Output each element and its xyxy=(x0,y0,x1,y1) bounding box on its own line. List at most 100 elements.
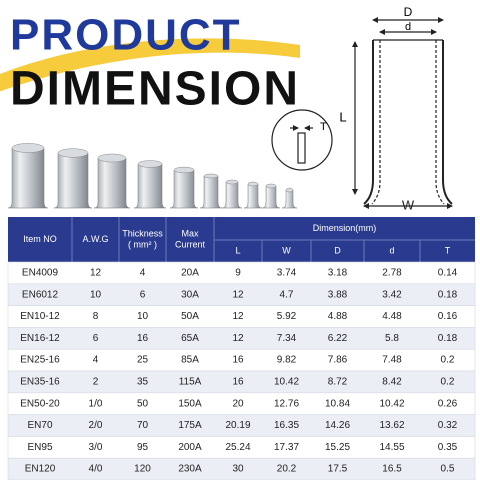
cell: 12 xyxy=(232,333,244,344)
cell: 5.8 xyxy=(385,333,399,344)
cell: EN95 xyxy=(27,442,52,453)
cell: EN120 xyxy=(25,464,56,475)
cell: 16 xyxy=(137,333,149,344)
cell: 13.62 xyxy=(379,420,404,431)
title-product: PRODUCT xyxy=(10,11,242,60)
sub-header: D xyxy=(334,245,341,255)
cell: 20 xyxy=(232,398,244,409)
cell: 4 xyxy=(93,355,99,366)
ferrule xyxy=(7,147,49,209)
cell: 65A xyxy=(181,333,199,344)
cell: 9 xyxy=(235,268,241,279)
cell: 35 xyxy=(137,377,149,388)
cell: 95 xyxy=(137,442,149,453)
cell: 3/0 xyxy=(89,442,103,453)
cell: 12 xyxy=(90,268,102,279)
ferrule xyxy=(243,183,263,209)
cell: 0.16 xyxy=(438,311,458,322)
ferrule-top xyxy=(97,153,127,163)
cell: 0.18 xyxy=(438,289,458,300)
cell: EN10-12 xyxy=(20,311,60,322)
cell: 8 xyxy=(93,311,99,322)
ferrule xyxy=(169,169,199,209)
ferrule-top xyxy=(57,148,89,158)
cell: 12.76 xyxy=(274,398,299,409)
cell: 150A xyxy=(178,398,202,409)
cell: 16 xyxy=(232,355,244,366)
column-header: Max xyxy=(181,228,199,238)
cell: EN35-16 xyxy=(20,377,60,388)
row-bg xyxy=(7,457,476,480)
cell: 6 xyxy=(140,289,146,300)
ferrule-top xyxy=(203,173,219,179)
cell: 4/0 xyxy=(89,464,103,475)
row-bg xyxy=(7,261,476,285)
cell: 16.5 xyxy=(382,464,402,475)
ferrule-top xyxy=(137,160,163,168)
cell: 12 xyxy=(232,311,244,322)
cell: 10 xyxy=(90,289,102,300)
cell: 15.25 xyxy=(325,442,350,453)
cell: 120 xyxy=(134,464,151,475)
cell: 20.19 xyxy=(225,420,250,431)
cell: 1/0 xyxy=(89,398,103,409)
cell: 17.37 xyxy=(274,442,299,453)
column-header: A.W.G xyxy=(82,234,108,244)
cell: 0.26 xyxy=(438,398,458,409)
cell: 115A xyxy=(179,377,202,388)
cell: 4.88 xyxy=(328,311,348,322)
ferrule xyxy=(53,152,93,209)
ferrule xyxy=(221,181,243,209)
ferrule xyxy=(93,157,131,209)
cell: EN50-20 xyxy=(20,398,60,409)
label-d-outer: D xyxy=(404,5,413,19)
ferrule-top xyxy=(11,143,45,153)
cell: 4 xyxy=(140,268,146,279)
sub-header: T xyxy=(445,245,451,255)
cell: 20A xyxy=(181,268,199,279)
cell: 175A xyxy=(178,420,202,431)
cell: 12 xyxy=(232,289,244,300)
group-header: Dimension(mm) xyxy=(313,223,377,233)
cell: 4.7 xyxy=(280,289,294,300)
sub-header: L xyxy=(235,245,240,255)
ferrule xyxy=(261,185,281,209)
column-header: Item NO xyxy=(23,234,57,244)
cell: 230A xyxy=(178,464,202,475)
cell: 8.42 xyxy=(382,377,402,388)
column-header: Current xyxy=(175,239,206,249)
cell: 30A xyxy=(181,289,199,300)
cell: 70 xyxy=(137,420,149,431)
ferrule-top xyxy=(285,187,294,193)
cell: 6.22 xyxy=(328,333,348,344)
cell: 3.18 xyxy=(328,268,348,279)
ferrule-top xyxy=(265,183,277,189)
cell: 3.42 xyxy=(382,289,402,300)
cell: EN25-16 xyxy=(20,355,60,366)
cell: 0.32 xyxy=(438,420,458,431)
cell: 9.82 xyxy=(277,355,297,366)
cell: 8.72 xyxy=(328,377,348,388)
cell: 25.24 xyxy=(225,442,250,453)
dimension-diagram xyxy=(271,17,453,209)
cell: EN6012 xyxy=(22,289,59,300)
ferrule xyxy=(281,189,298,209)
cell: EN16-12 xyxy=(20,333,60,344)
cell: 14.55 xyxy=(379,442,404,453)
cell: 16.35 xyxy=(274,420,299,431)
swoosh xyxy=(0,38,300,92)
column-header: ( mm² ) xyxy=(128,239,157,249)
cell: 200A xyxy=(178,442,202,453)
label-l: L xyxy=(339,109,346,124)
cell: 85A xyxy=(181,355,199,366)
cell: 4.48 xyxy=(382,311,402,322)
cell: 0.18 xyxy=(438,333,458,344)
cell: 3.88 xyxy=(328,289,348,300)
label-w: W xyxy=(402,197,415,212)
cell: 16 xyxy=(232,377,244,388)
ferrules xyxy=(7,143,298,209)
ferrule-top xyxy=(225,179,239,185)
cell: 7.48 xyxy=(382,355,402,366)
cell: 20.2 xyxy=(277,464,297,475)
